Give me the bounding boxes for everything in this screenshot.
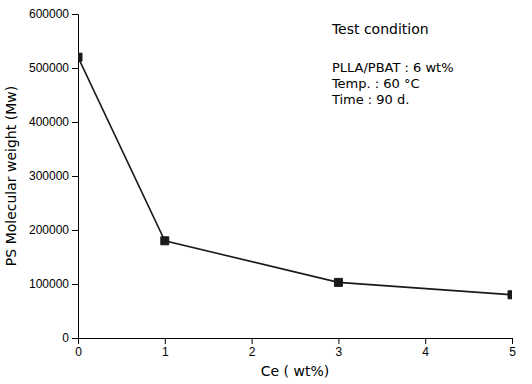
tick-mark [72, 230, 78, 231]
tick: 100000 [29, 277, 78, 291]
tick-label: 2 [249, 345, 256, 359]
point [508, 291, 512, 299]
tick: 0 [75, 338, 82, 359]
chart: 0 1 2 3 4 5 0 100000 200000 300000 400000 500000 600… [0, 0, 532, 384]
point [334, 278, 342, 286]
tick-mark [338, 338, 339, 344]
tick: 1 [162, 338, 169, 359]
tick: 300000 [29, 169, 78, 183]
tick-label: 600000 [29, 7, 69, 21]
tick-label: 100000 [29, 277, 69, 291]
tick-label: 400000 [29, 115, 69, 129]
tick: 400000 [29, 115, 78, 129]
tick: 0 [62, 331, 78, 345]
tick-mark [72, 284, 78, 285]
axis-line [79, 339, 513, 345]
tick-mark [512, 338, 513, 344]
tick-label: 4 [422, 345, 429, 359]
tick: 3 [336, 338, 343, 359]
tick-label: 0 [62, 331, 69, 345]
tick-mark [72, 122, 78, 123]
tick-mark [165, 338, 166, 344]
tick-label: 300000 [29, 169, 69, 183]
tick: 5 [509, 338, 516, 359]
series [78, 53, 512, 299]
tick: 4 [422, 338, 429, 359]
plot-area: 0 1 2 3 4 5 0 100000 200000 300000 400000 500000 600… [3, 7, 516, 379]
tick-label: 5 [509, 345, 516, 359]
annotation-title: Test condition [331, 21, 429, 37]
tick-mark [72, 338, 78, 339]
annotation-line: PLLA/PBAT : 6 wt% [332, 60, 454, 75]
tick-mark [72, 176, 78, 177]
tick-mark [72, 68, 78, 69]
tick: 2 [249, 338, 256, 359]
point [78, 53, 82, 61]
annotation-line: Temp. : 60 °C [331, 76, 420, 91]
tick: 500000 [29, 61, 78, 75]
y-axis-title: PS Molecular weight (Mw) [3, 86, 19, 266]
tick-label: 0 [75, 345, 82, 359]
axis-line [72, 15, 79, 339]
annotation: Test condition PLLA/PBAT : 6 wt%Temp. : 6… [331, 21, 454, 107]
x-axis-title: Ce ( wt%) [261, 363, 329, 379]
x-axis: 0 1 2 3 4 5 [75, 338, 516, 359]
tick-label: 1 [162, 345, 169, 359]
point [161, 237, 169, 245]
tick: 600000 [29, 7, 78, 21]
tick-mark [425, 338, 426, 344]
tick: 200000 [29, 223, 78, 237]
tick-mark [252, 338, 253, 344]
tick-mark [72, 14, 78, 15]
tick-label: 500000 [29, 61, 69, 75]
line [78, 57, 512, 295]
tick-label: 3 [336, 345, 343, 359]
y-axis: 0 100000 200000 300000 400000 500000 600000 [29, 7, 79, 345]
tick-label: 200000 [29, 223, 69, 237]
chart-container: 0 1 2 3 4 5 0 100000 200000 300000 400000 500000 600… [0, 0, 532, 384]
annotation-line: Time : 90 d. [331, 92, 410, 107]
